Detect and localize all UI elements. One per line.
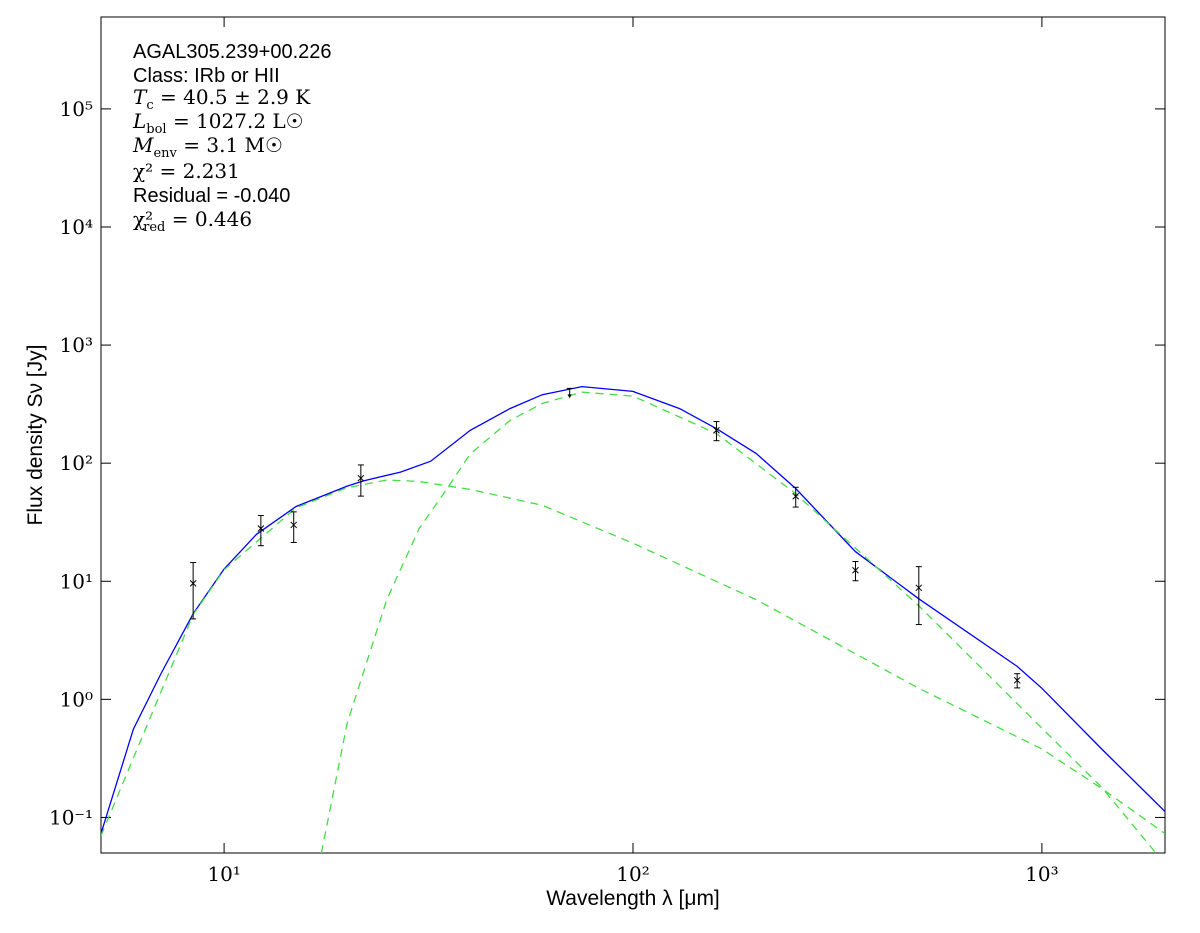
- error-bar: [357, 464, 364, 497]
- source-class: Class: IRb or HII: [133, 65, 280, 87]
- y-tick-label: 10⁻¹: [49, 805, 93, 829]
- marker-stroke: [1013, 676, 1021, 684]
- x-tick-label: 10³: [1025, 862, 1058, 886]
- data-point: [792, 492, 800, 500]
- symbol: M: [132, 133, 154, 157]
- error-bar: [792, 486, 799, 508]
- temperature: Tc = 40.5 ± 2.9 K: [133, 85, 311, 113]
- y-tick-label: 10⁵: [60, 97, 93, 121]
- component-curve: [101, 479, 1165, 836]
- marker-stroke: [357, 474, 365, 482]
- y-tick-label: 10¹: [60, 569, 93, 593]
- error-bar: [290, 511, 297, 543]
- marker-stroke: [257, 525, 265, 532]
- marker-stroke: [792, 492, 800, 500]
- source-name: AGAL305.239+00.226: [133, 41, 332, 63]
- reduced-chi-squared: χ²red = 0.446: [133, 207, 252, 235]
- symbol: T: [133, 85, 148, 109]
- luminosity: Lbol = 1027.2 L☉: [132, 109, 304, 137]
- subscript: bol: [146, 122, 166, 137]
- data-point: [713, 426, 720, 434]
- subscript: red: [143, 220, 165, 235]
- error-bar: [713, 421, 720, 442]
- model-curve: [101, 385, 1165, 834]
- x-axis-label: Wavelength λ [μm]: [546, 887, 720, 910]
- component-curve: [320, 391, 1157, 853]
- marker-stroke: [189, 580, 197, 587]
- error-bar: [190, 562, 197, 620]
- symbol: χ²: [133, 207, 153, 231]
- plot-area: [101, 385, 1165, 853]
- x-tick-label: 10¹: [207, 862, 240, 886]
- marker-stroke: [290, 521, 298, 529]
- marker-stroke: [713, 426, 720, 434]
- data-point: [257, 525, 265, 532]
- marker-stroke: [915, 584, 923, 592]
- subscript: env: [153, 146, 177, 161]
- y-tick-label: 10⁴: [60, 215, 93, 239]
- data-point: [1013, 676, 1021, 684]
- x-tick-label: 10²: [616, 862, 649, 886]
- chi-squared: χ² = 2.231: [133, 159, 240, 183]
- value-text: = 40.5 ± 2.9 K: [154, 85, 312, 109]
- data-point: [290, 521, 298, 529]
- residual: Residual = -0.040: [133, 185, 290, 207]
- symbol: L: [132, 109, 146, 133]
- marker-stroke: [852, 566, 859, 574]
- error-bar: [915, 566, 922, 626]
- annotations: AGAL305.239+00.226 Class: IRb or HII Tc …: [132, 41, 332, 235]
- mass: Menv = 3.1 M☉: [132, 133, 283, 161]
- data-point: [915, 584, 923, 592]
- y-axis-label: Flux density Sν [Jy]: [24, 345, 47, 526]
- y-tick-label: 10⁰: [60, 687, 93, 711]
- upper-limit-marker: [566, 387, 573, 399]
- value-text: = 1027.2 L☉: [167, 109, 304, 133]
- value-text: = 3.1 M☉: [177, 133, 283, 157]
- data-point: [357, 474, 365, 482]
- y-tick-label: 10³: [60, 333, 93, 357]
- subscript: c: [146, 98, 153, 113]
- error-bar: [257, 515, 264, 547]
- value-text: = 0.446: [165, 207, 252, 231]
- data-point: [852, 566, 859, 574]
- limit-arrow: [567, 394, 572, 399]
- error-bar: [852, 561, 859, 582]
- y-tick-label: 10²: [60, 451, 93, 475]
- data-point: [189, 580, 197, 587]
